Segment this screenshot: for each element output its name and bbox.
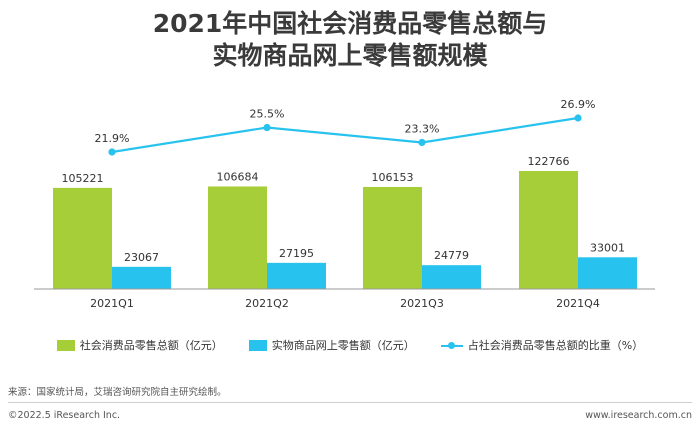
bar-label-online: 33001 [590,241,625,254]
website: www.iresearch.com.cn [585,410,692,421]
ratio-label: 25.5% [250,108,285,121]
x-tick-label: 2021Q2 [245,297,289,310]
bar-total [519,171,578,289]
bar-online [422,265,481,289]
x-tick-label: 2021Q3 [400,297,444,310]
bar-label-total: 105221 [62,172,104,185]
bar-total [208,186,267,289]
ratio-label: 21.9% [95,132,130,145]
legend-swatch-total [56,339,75,351]
chart-area: 105221 23067 2021Q1 106684 27195 2021Q2 106153… [34,98,655,310]
bar-label-online: 23067 [124,251,159,264]
legend-swatch-online [248,339,267,351]
legend-item-online: 实物商品网上零售额（亿元） [248,337,415,353]
legend-item-total: 社会消费品零售总额（亿元） [56,337,223,353]
ratio-point [263,123,271,132]
ratio-point [108,148,116,156]
bar-label-total: 122766 [528,155,570,168]
legend: 社会消费品零售总额（亿元） 实物商品网上零售额（亿元） 占社会消费品零售总额的比… [0,337,700,353]
legend-label-online: 实物商品网上零售额（亿元） [271,339,415,352]
bar-label-total: 106684 [217,170,259,183]
legend-label-total: 社会消费品零售总额（亿元） [79,339,223,352]
copyright: ©2022.5 iResearch Inc. [8,410,121,421]
legend-item-ratio: 占社会消费品零售总额的比重（%） [440,337,644,353]
bar-label-online: 27195 [279,247,314,260]
bar-total [53,187,112,289]
ratio-label: 26.9% [561,98,596,111]
ratio-point [418,138,426,147]
bar-online [267,262,326,289]
ratio-label: 23.3% [405,122,440,135]
legend-label-ratio: 占社会消费品零售总额的比重（%） [467,339,644,352]
x-tick-label: 2021Q4 [556,297,600,310]
bar-label-online: 24779 [434,249,469,262]
footer-divider [8,402,692,403]
title-line-1: 2021年中国社会消费品零售总额与 [152,9,548,38]
x-tick-label: 2021Q1 [90,297,134,310]
chart-title: 2021年中国社会消费品零售总额与 实物商品网上零售额规模 [0,8,700,72]
bar-total [363,186,422,289]
bar-online [112,266,171,289]
ratio-line [111,116,579,154]
title-line-2: 实物商品网上零售额规模 [212,41,488,70]
legend-swatch-ratio [440,340,463,351]
bar-online [578,257,637,289]
source-note: 来源：国家统计局，艾瑞咨询研究院自主研究绘制。 [8,387,227,398]
ratio-point [574,114,582,122]
bar-label-total: 106153 [372,171,414,184]
